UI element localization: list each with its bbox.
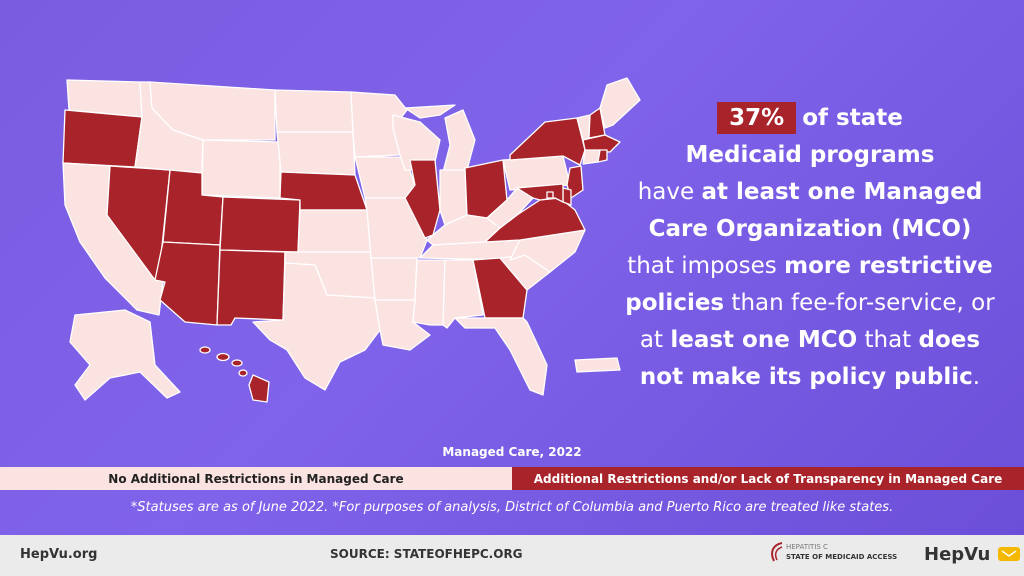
state-fl[interactable] xyxy=(454,317,548,396)
hepvu-logo-icon: HepVu xyxy=(924,544,1021,565)
logo-line1: HEPATITIS C xyxy=(786,543,828,551)
state-co[interactable] xyxy=(219,196,301,253)
headline-line7c: that xyxy=(857,327,919,353)
state-ma[interactable] xyxy=(582,134,621,153)
headline-line7b: least one MCO xyxy=(670,327,858,353)
headline-line4: Care Organization (MCO) xyxy=(648,216,972,242)
state-wy[interactable] xyxy=(201,139,281,199)
state-ms[interactable] xyxy=(412,259,446,326)
footnote: *Statuses are as of June 2022. *For purp… xyxy=(130,500,894,515)
headline-line7a: at xyxy=(639,327,671,353)
footer-site-link[interactable]: HepVu.org xyxy=(20,547,98,562)
headline-line5b: more restrictive xyxy=(784,253,993,279)
state-ak[interactable] xyxy=(69,309,181,401)
brand-hep: Hep xyxy=(924,544,965,565)
state-nd[interactable] xyxy=(274,89,354,133)
headline-line3a: have xyxy=(637,179,702,205)
headline-percent: 37% xyxy=(717,102,797,134)
headline-line2: Medicaid programs xyxy=(685,142,935,168)
state-de[interactable] xyxy=(562,187,572,206)
headline-statement: 37% of state Medicaid programs have at le… xyxy=(620,100,1000,396)
state-dc[interactable] xyxy=(546,191,554,199)
state-va[interactable] xyxy=(484,197,586,243)
headline-line1: of state xyxy=(802,105,903,131)
legend-title: Managed Care, 2022 xyxy=(442,445,582,459)
us-map xyxy=(62,77,641,403)
headline-line6b: than fee-for-service, or xyxy=(724,290,995,316)
brand-vu: Vu xyxy=(964,544,991,565)
state-hi[interactable] xyxy=(199,346,270,403)
state-az[interactable] xyxy=(154,241,221,326)
footer: HepVu.org SOURCE: STATEOFHEPC.ORG HEPATI… xyxy=(0,535,1024,576)
logo-line2: STATE OF MEDICAID ACCESS xyxy=(786,553,898,561)
state-il[interactable] xyxy=(404,159,441,239)
headline-line7d: does xyxy=(918,327,981,353)
headline-line3b: at least one Managed xyxy=(701,179,983,205)
state-ga[interactable] xyxy=(472,257,528,319)
headline-line6a: policies xyxy=(625,290,725,316)
state-of-medicaid-access-logo-icon: HEPATITIS C STATE OF MEDICAID ACCESS xyxy=(768,541,897,567)
legend-restrictions: Additional Restrictions and/or Lack of T… xyxy=(512,467,1024,490)
headline-line5a: that imposes xyxy=(627,253,785,279)
state-me[interactable] xyxy=(599,77,641,129)
state-ar[interactable] xyxy=(370,257,418,301)
state-ri[interactable] xyxy=(597,149,608,163)
state-or[interactable] xyxy=(62,109,143,168)
state-sd[interactable] xyxy=(276,131,356,176)
footer-source: SOURCE: STATEOFHEPC.ORG xyxy=(330,547,523,561)
legend-no-restrictions: No Additional Restrictions in Managed Ca… xyxy=(0,467,512,490)
state-pr[interactable] xyxy=(574,357,621,373)
state-nm[interactable] xyxy=(216,249,286,326)
state-ks[interactable] xyxy=(297,209,372,253)
state-tx[interactable] xyxy=(252,262,381,391)
state-ny[interactable] xyxy=(509,117,586,166)
headline-line8a: not make its policy public xyxy=(639,364,973,390)
headline-line8b: . xyxy=(972,364,981,390)
